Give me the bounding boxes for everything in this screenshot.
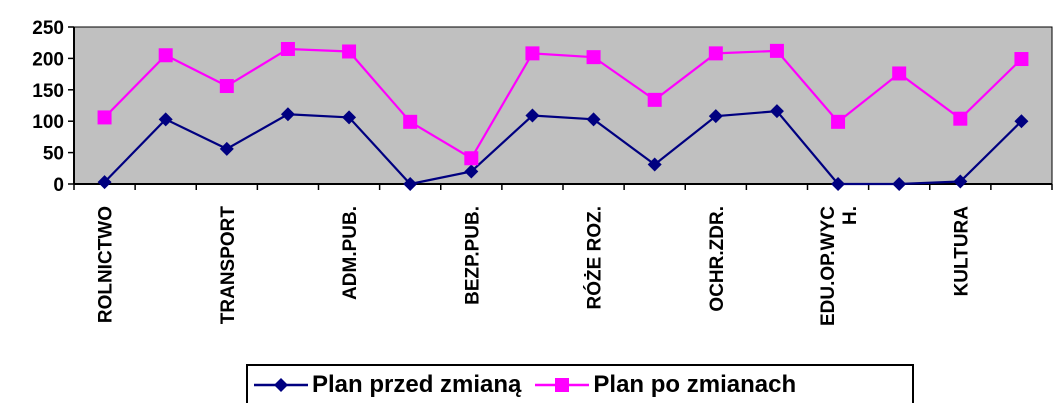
y-tick-label: 50 <box>43 144 64 165</box>
y-tick-label: 100 <box>32 112 64 133</box>
x-category-label-line: RÓŻE ROZ. <box>584 206 606 309</box>
x-category-label-line: TRANSPORT <box>218 206 239 325</box>
series-2-point <box>525 46 540 61</box>
legend: Plan przed zmianą Plan po zmianach <box>246 364 914 403</box>
x-category-label-line: H. <box>840 206 861 225</box>
series-group <box>97 41 1029 191</box>
x-category-label-line: BEZP.PUB. <box>462 206 483 305</box>
series-2-point <box>831 114 846 129</box>
x-category-label: EDU.OP.WYC H. <box>818 206 861 326</box>
series-1-point <box>280 107 295 122</box>
series-1-point <box>953 174 968 189</box>
series-1-point <box>831 177 846 191</box>
series-1-point <box>892 177 907 191</box>
series-1-point <box>97 175 112 190</box>
x-axis-category-labels: ROLNICTWO TRANSPORT ADM.PUB. BEZP.PUB. RÓŻE … <box>96 206 973 326</box>
legend-item-plan-przed: Plan przed zmianą <box>254 371 521 399</box>
x-category-label-line: ADM.PUB. <box>340 206 361 300</box>
x-category-label: ROLNICTWO <box>96 206 117 323</box>
x-category-label-line: KULTURA <box>951 206 972 297</box>
series-1-point <box>342 110 357 125</box>
series-2-point <box>219 79 234 94</box>
series-1-point <box>403 177 418 191</box>
series-2-point <box>708 46 723 61</box>
series-2-point <box>280 41 295 56</box>
series-1-point <box>464 164 479 179</box>
y-tick-label: 0 <box>53 175 64 196</box>
x-category-label: KULTURA <box>951 206 972 297</box>
x-category-label-line: ROLNICTWO <box>96 206 117 323</box>
series-1-point <box>586 112 601 127</box>
x-category-label-line: OCHR.ZDR. <box>707 206 728 312</box>
legend-swatch-plan-po <box>535 377 590 392</box>
x-category-label: RÓŻE ROZ. <box>584 206 606 309</box>
series-2-point <box>403 114 418 129</box>
legend-swatch-plan-przed <box>254 377 308 392</box>
y-axis-ticks: 0 50 100 150 200 250 <box>32 18 74 196</box>
series-2-point <box>892 66 907 81</box>
series-line-2 <box>103 47 1023 160</box>
series-2-point <box>342 44 357 59</box>
legend-label-plan-po: Plan po zmianach <box>593 370 797 398</box>
x-category-label: TRANSPORT <box>218 206 239 325</box>
series-1-point <box>525 108 540 123</box>
series-line-1 <box>103 110 1023 186</box>
series-2-point <box>97 110 112 125</box>
series-2-point <box>1014 52 1029 67</box>
y-tick-label: 150 <box>32 81 64 102</box>
series-2-point <box>769 43 784 58</box>
series-2-point <box>158 48 173 63</box>
series-1-point <box>1014 114 1029 129</box>
x-category-label: ADM.PUB. <box>340 206 361 300</box>
legend-label-plan-przed: Plan przed zmianą <box>312 370 522 398</box>
series-2-point <box>586 50 601 65</box>
series-1-point <box>647 157 662 172</box>
x-category-label: OCHR.ZDR. <box>707 206 728 312</box>
y-tick-label: 250 <box>32 18 64 39</box>
series-1-point <box>219 141 234 156</box>
series-1-point <box>769 104 784 119</box>
series-2-point <box>953 111 968 126</box>
x-category-label-line: EDU.OP.WYC <box>818 206 839 326</box>
series-2-point <box>464 151 479 166</box>
y-tick-label: 200 <box>32 49 64 70</box>
series-1-point <box>158 112 173 127</box>
legend-item-plan-po: Plan po zmianach <box>535 371 796 399</box>
series-1-point <box>708 109 723 124</box>
series-2-point <box>647 92 662 107</box>
x-category-label: BEZP.PUB. <box>462 206 483 305</box>
plot-area <box>73 26 1053 185</box>
